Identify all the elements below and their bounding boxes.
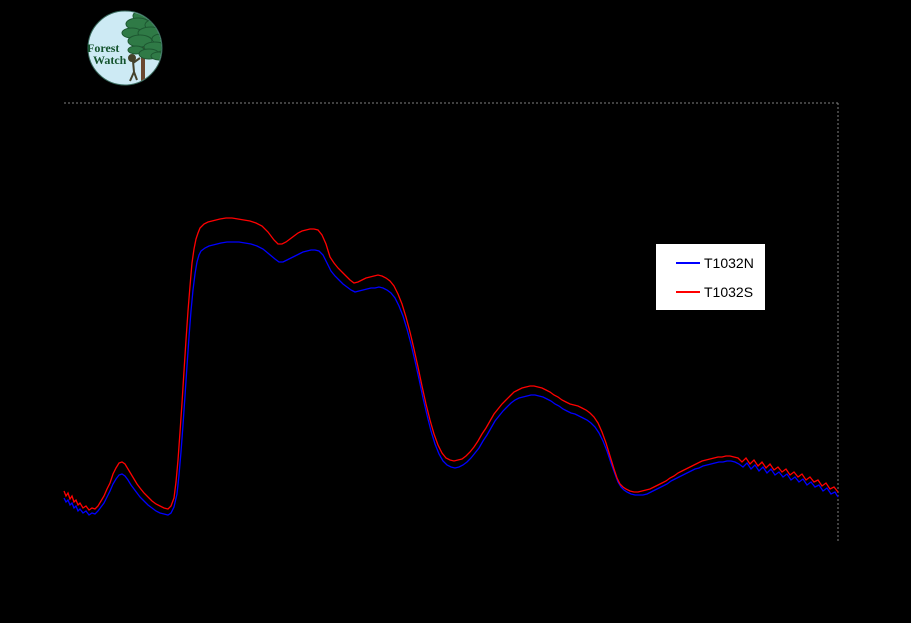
logo-text-forest: Forest xyxy=(87,41,119,55)
legend-item-t1032n: T1032N xyxy=(656,256,765,270)
series-line-t1032n xyxy=(63,241,839,516)
person-icon xyxy=(128,54,141,82)
legend-line-sample-t1032s xyxy=(676,290,700,293)
chart-title-line2: Site 1032 xyxy=(427,44,484,59)
forest-watch-logo: Forest Watch xyxy=(87,10,163,86)
tree-icon xyxy=(121,11,162,61)
legend: T1032N T1032S xyxy=(655,243,766,311)
legend-label-t1032s: T1032S xyxy=(704,283,754,300)
legend-line-sample-t1032n xyxy=(676,261,700,264)
chart-title-line1: Percent Canopy Cover Along Transect T103… xyxy=(264,22,647,37)
series-line-t1032s xyxy=(63,217,839,511)
x-axis-label: Distance (meters) xyxy=(400,570,511,585)
legend-item-t1032s: T1032S xyxy=(656,285,765,299)
logo-text-watch: Watch xyxy=(93,53,127,67)
legend-label-t1032n: T1032N xyxy=(704,254,754,271)
